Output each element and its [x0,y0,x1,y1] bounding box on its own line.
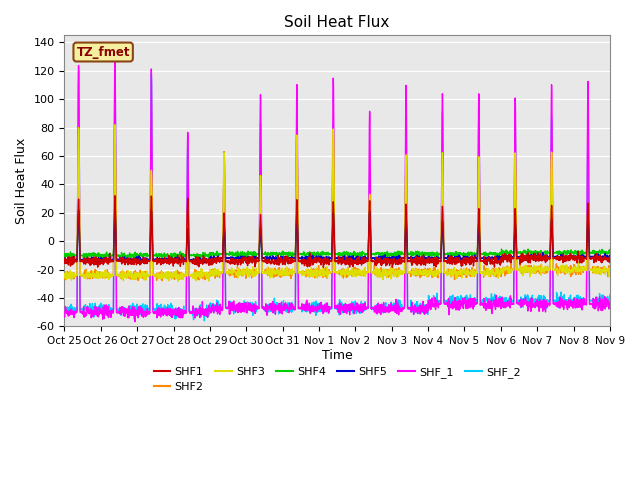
Text: TZ_fmet: TZ_fmet [76,46,130,59]
Y-axis label: Soil Heat Flux: Soil Heat Flux [15,138,28,224]
Legend: SHF1, SHF2, SHF3, SHF4, SHF5, SHF_1, SHF_2: SHF1, SHF2, SHF3, SHF4, SHF5, SHF_1, SHF… [149,362,525,396]
Title: Soil Heat Flux: Soil Heat Flux [285,15,390,30]
X-axis label: Time: Time [322,349,353,362]
